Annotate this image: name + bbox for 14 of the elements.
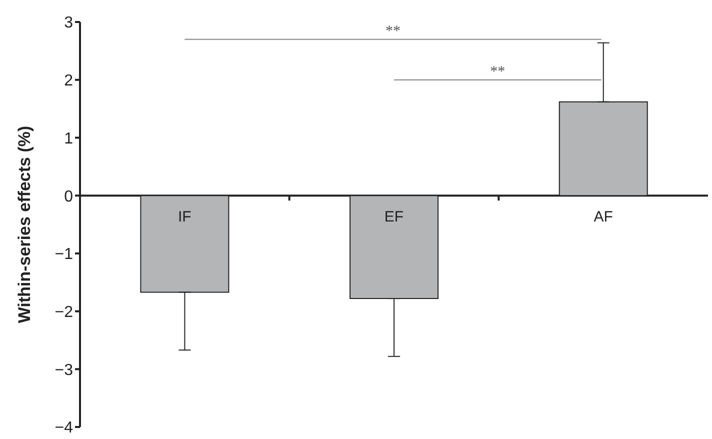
y-tick-label: −2 xyxy=(54,304,74,321)
y-tick-label: −3 xyxy=(54,362,74,379)
x-tick-label: EF xyxy=(384,208,404,226)
y-tick-label: −1 xyxy=(54,246,74,264)
annotation: ** xyxy=(386,23,400,40)
y-tick-label: −4 xyxy=(54,420,74,437)
x-tick-label: AF xyxy=(594,208,613,226)
y-tick-label: 1 xyxy=(64,130,74,148)
annotation: ** xyxy=(490,64,506,80)
y-axis-title: Within-series effects (%) xyxy=(15,126,34,324)
y-tick-label: 0 xyxy=(64,188,74,206)
x-tick-label: IF xyxy=(178,208,192,226)
y-tick-label: 3 xyxy=(64,14,74,32)
y-tick-label: 2 xyxy=(64,72,74,90)
